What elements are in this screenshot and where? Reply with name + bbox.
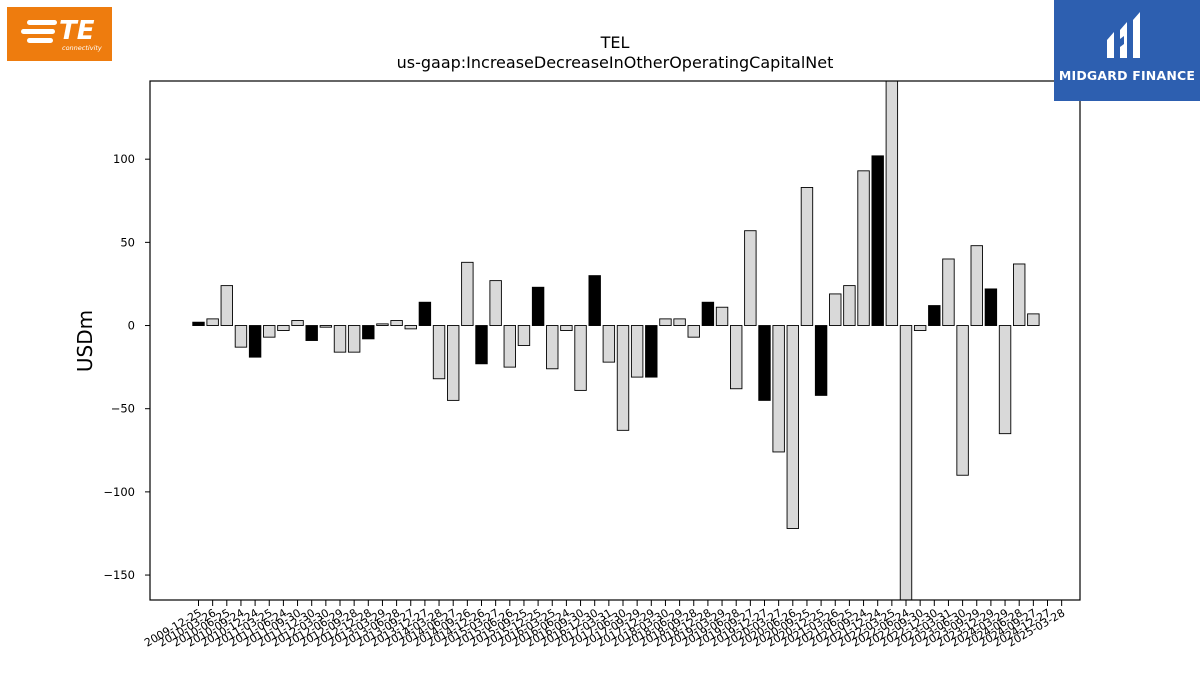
y-tick-label: 100 — [113, 152, 135, 166]
bar — [546, 325, 559, 370]
bar — [461, 261, 474, 326]
bar — [715, 306, 729, 326]
bar — [673, 318, 686, 326]
plot-area: −150−100−500501002009-12-252010-03-26201… — [103, 80, 1067, 650]
bar — [744, 230, 757, 326]
bar — [602, 325, 616, 363]
midgard-emblem-icon — [1107, 12, 1140, 58]
bar — [772, 325, 785, 453]
bar — [574, 325, 587, 391]
bar — [404, 325, 417, 330]
bar — [319, 325, 333, 328]
bar — [1013, 263, 1026, 326]
bar — [503, 325, 516, 368]
bar — [362, 325, 375, 340]
te-logo-wordmark: TE — [59, 16, 95, 46]
bar — [843, 285, 856, 326]
bar — [659, 318, 672, 326]
midgard-finance-logo: MIDGARD FINANCE — [1054, 0, 1200, 101]
bar — [333, 325, 347, 353]
y-tick-label: 0 — [128, 319, 135, 333]
bar — [418, 301, 432, 326]
bar — [531, 286, 545, 326]
bar — [829, 293, 842, 326]
bar — [701, 301, 715, 326]
bar — [192, 321, 205, 326]
bar — [758, 325, 771, 401]
bar — [857, 170, 870, 326]
bar — [206, 318, 219, 326]
te-connectivity-logo: TE connectivity — [7, 7, 112, 61]
bar — [447, 325, 460, 401]
bar — [800, 187, 814, 326]
y-tick-label: −50 — [111, 402, 135, 416]
bar — [263, 325, 276, 338]
bar — [305, 325, 318, 341]
bar — [885, 80, 899, 326]
bar — [560, 325, 573, 331]
bar — [899, 325, 913, 601]
bar — [814, 325, 828, 396]
bar — [942, 258, 955, 326]
bar — [630, 325, 644, 378]
bar — [645, 325, 658, 378]
bar — [376, 323, 389, 326]
bar — [913, 325, 927, 331]
midgard-logo-text: MIDGARD FINANCE — [1058, 68, 1196, 83]
bar — [291, 320, 304, 326]
bar — [956, 325, 969, 476]
y-axis-label: USDm — [73, 310, 97, 372]
chart-subtitle: us-gaap:IncreaseDecreaseInOtherOperating… — [397, 53, 834, 72]
bar — [984, 288, 998, 326]
bar — [970, 245, 983, 326]
y-tick-label: −100 — [103, 485, 135, 499]
bar — [220, 285, 234, 326]
bar — [475, 325, 488, 365]
bar — [390, 320, 403, 326]
y-tick-label: −150 — [103, 568, 135, 582]
bar — [347, 325, 361, 353]
bar — [730, 325, 743, 390]
bar — [248, 325, 262, 358]
te-stripes-icon — [21, 20, 57, 43]
bar — [588, 275, 601, 326]
bar — [234, 325, 248, 348]
bar — [786, 325, 799, 529]
bar — [616, 325, 630, 431]
y-tick-label: 50 — [120, 235, 135, 249]
bar — [432, 325, 446, 380]
bar — [998, 325, 1012, 435]
bar — [928, 305, 941, 326]
chart-title: TEL — [600, 33, 630, 52]
bar — [871, 155, 884, 326]
bar — [1027, 313, 1040, 326]
bar — [687, 325, 700, 338]
bar — [489, 280, 502, 326]
plot-frame — [149, 80, 1081, 601]
te-logo-subtitle: connectivity — [62, 44, 102, 52]
bar — [517, 325, 531, 346]
bar — [277, 325, 290, 331]
